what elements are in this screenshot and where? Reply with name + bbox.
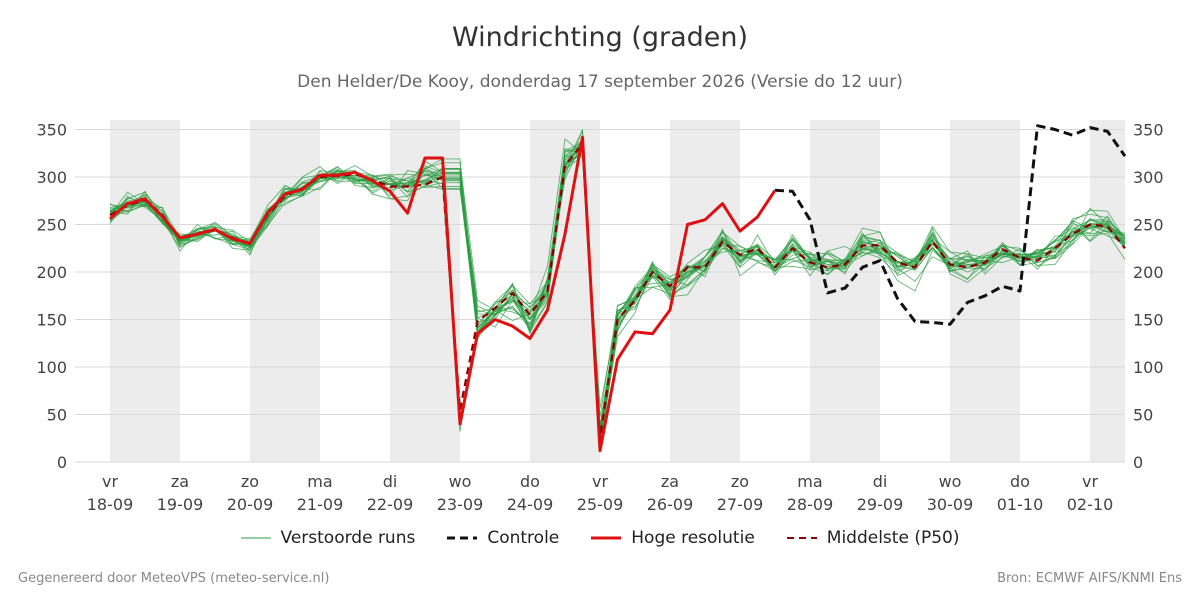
y-tick-right-350: 350 bbox=[1133, 121, 1164, 140]
night-band-5 bbox=[810, 120, 880, 462]
legend: Verstoorde runs Controle Hoge resolutie … bbox=[0, 528, 1200, 548]
night-band-7 bbox=[1090, 120, 1125, 462]
x-tick-date-7: 25-09 bbox=[577, 495, 624, 514]
median-swatch-icon bbox=[786, 537, 817, 539]
ensemble-swatch-icon bbox=[240, 537, 271, 539]
x-tick-date-9: 27-09 bbox=[717, 495, 764, 514]
y-tick-left-300: 300 bbox=[36, 168, 67, 187]
hires-swatch-icon bbox=[591, 536, 622, 540]
x-tick-day-7: vr bbox=[592, 472, 608, 491]
x-tick-day-9: zo bbox=[731, 472, 749, 491]
legend-label-ensemble: Verstoorde runs bbox=[280, 528, 416, 548]
x-tick-date-12: 30-09 bbox=[927, 495, 974, 514]
x-tick-day-8: za bbox=[661, 472, 679, 491]
y-tick-right-150: 150 bbox=[1133, 311, 1164, 330]
y-tick-right-200: 200 bbox=[1133, 263, 1164, 282]
legend-item-median: Middelste (P50) bbox=[786, 528, 960, 548]
x-tick-day-6: do bbox=[520, 472, 540, 491]
x-tick-date-5: 23-09 bbox=[437, 495, 484, 514]
series-median bbox=[109, 142, 1126, 440]
legend-item-ensemble: Verstoorde runs bbox=[240, 528, 416, 548]
main-series bbox=[109, 124, 1127, 453]
chart-subtitle: Den Helder/De Kooy, donderdag 17 septemb… bbox=[297, 72, 903, 92]
series-hires bbox=[109, 135, 777, 453]
y-tick-left-250: 250 bbox=[36, 216, 67, 235]
legend-label-median: Middelste (P50) bbox=[826, 528, 960, 548]
x-tick-date-2: 20-09 bbox=[227, 495, 274, 514]
footer-generated-by: Gegenereerd door MeteoVPS (meteo-service… bbox=[18, 571, 330, 586]
x-tick-date-11: 29-09 bbox=[857, 495, 904, 514]
y-axis-left: 0 50 100 150 200 250 300 350 bbox=[36, 121, 67, 473]
y-tick-left-0: 0 bbox=[57, 453, 67, 472]
y-tick-left-200: 200 bbox=[36, 263, 67, 282]
x-tick-day-5: wo bbox=[449, 472, 472, 491]
chart-title: Windrichting (graden) bbox=[451, 22, 749, 53]
x-tick-day-14: vr bbox=[1082, 472, 1098, 491]
x-tick-date-1: 19-09 bbox=[157, 495, 204, 514]
x-tick-day-13: do bbox=[1010, 472, 1030, 491]
x-tick-date-14: 02-10 bbox=[1067, 495, 1114, 514]
y-tick-right-0: 0 bbox=[1133, 453, 1143, 472]
y-tick-right-50: 50 bbox=[1133, 406, 1153, 425]
x-tick-date-13: 01-10 bbox=[997, 495, 1044, 514]
ensemble-run-19 bbox=[109, 150, 1126, 429]
legend-label-control: Controle bbox=[487, 528, 560, 548]
y-tick-right-100: 100 bbox=[1133, 358, 1164, 377]
y-tick-right-300: 300 bbox=[1133, 168, 1164, 187]
x-axis: vr 18-09 za 19-09 zo 20-09 ma 21-09 di 22-09 wo 23-… bbox=[87, 472, 1114, 514]
night-bands bbox=[110, 120, 1125, 462]
x-tick-date-8: 26-09 bbox=[647, 495, 694, 514]
x-tick-day-1: za bbox=[171, 472, 189, 491]
x-tick-date-0: 18-09 bbox=[87, 495, 134, 514]
y-tick-left-150: 150 bbox=[36, 311, 67, 330]
y-tick-left-350: 350 bbox=[36, 121, 67, 140]
y-tick-right-250: 250 bbox=[1133, 216, 1164, 235]
grid-lines bbox=[75, 129, 1125, 463]
ensemble-run-6 bbox=[109, 150, 1126, 418]
y-tick-left-50: 50 bbox=[47, 406, 67, 425]
x-tick-day-2: zo bbox=[241, 472, 259, 491]
x-tick-date-6: 24-09 bbox=[507, 495, 554, 514]
x-tick-date-4: 22-09 bbox=[367, 495, 414, 514]
x-tick-date-10: 28-09 bbox=[787, 495, 834, 514]
night-band-0 bbox=[110, 120, 180, 462]
legend-item-hires: Hoge resolutie bbox=[591, 528, 755, 548]
footer-source: Bron: ECMWF AIFS/KNMI Ens bbox=[997, 571, 1182, 586]
x-tick-date-3: 21-09 bbox=[297, 495, 344, 514]
x-tick-day-4: di bbox=[383, 472, 398, 491]
x-tick-day-11: di bbox=[873, 472, 888, 491]
night-band-6 bbox=[950, 120, 1020, 462]
y-tick-left-100: 100 bbox=[36, 358, 67, 377]
night-band-1 bbox=[250, 120, 320, 462]
control-swatch-icon bbox=[447, 536, 478, 540]
night-band-4 bbox=[670, 120, 740, 462]
x-tick-day-3: ma bbox=[307, 472, 332, 491]
series-control bbox=[774, 124, 1127, 326]
legend-label-hires: Hoge resolutie bbox=[631, 528, 755, 548]
legend-item-control: Controle bbox=[447, 528, 559, 548]
y-axis-right: 0 50 100 150 200 250 300 350 bbox=[1133, 121, 1164, 473]
x-tick-day-12: wo bbox=[939, 472, 962, 491]
x-tick-day-10: ma bbox=[797, 472, 822, 491]
x-tick-day-0: vr bbox=[102, 472, 118, 491]
